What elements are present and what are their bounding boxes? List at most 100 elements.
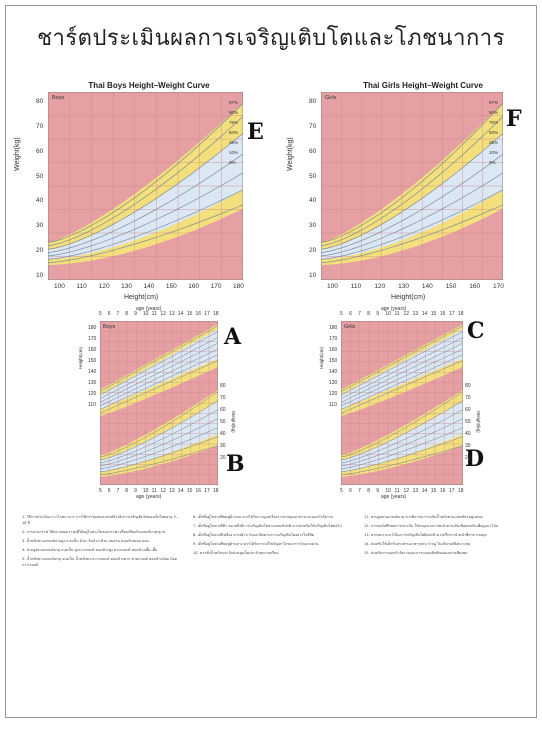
boys-age-weight-curve bbox=[100, 409, 218, 464]
boys-age-top-age-tick: 10 bbox=[142, 311, 149, 317]
boys-hw-tag: Boys bbox=[52, 95, 65, 101]
girls-age-left-tick: 180 bbox=[329, 325, 338, 331]
girls-age-weight-curve bbox=[341, 409, 463, 464]
girls-age-bottom-age-tick: 11 bbox=[394, 488, 400, 494]
page-title: ชาร์ตประเมินผลการเจริญเติบโตและโภชนาการ bbox=[37, 26, 505, 51]
girls-age-xlabel-bottom: age (years) bbox=[381, 494, 407, 500]
instruction-paragraph: 4. ส่วนสูงตามเกณฑ์อายุ แบ่งเป็น สูงกว่าเ… bbox=[22, 548, 158, 552]
boys-age-xlabel-bottom: age (years) bbox=[136, 494, 162, 500]
boys-age-height-curve bbox=[100, 325, 218, 392]
boys-hw-percentile-curve bbox=[48, 153, 243, 253]
boys-age-weight-curve bbox=[100, 427, 218, 470]
girls-age-top-age-tick: 5 bbox=[340, 311, 343, 317]
girls-age-top-age-tick: 9 bbox=[376, 311, 380, 317]
boys-hw-percentile-curve bbox=[48, 189, 243, 260]
girls-hw-pct-label: 75% bbox=[489, 120, 499, 125]
girls-age-bottom-age-tick: 17 bbox=[448, 488, 455, 494]
girls-hw-ytick: 50 bbox=[309, 172, 317, 180]
boys-age-xlabel-top: age (years) bbox=[136, 306, 162, 312]
boys-hw-ytick: 10 bbox=[36, 272, 44, 279]
girls-age-bottom-age-tick: 16 bbox=[439, 488, 446, 494]
girls-age-right-tick: 60 bbox=[465, 407, 471, 413]
girls-age-xlabel-top: age (years) bbox=[381, 306, 407, 312]
boys-age-height-curve bbox=[100, 354, 218, 410]
instruction-paragraph: 13. หากพบว่าแนวโน้มการเจริญเติบโตผิดปกติ… bbox=[364, 533, 487, 537]
boys-hw-xtick: 130 bbox=[121, 283, 132, 290]
boys-age-left-tick: 130 bbox=[88, 380, 97, 386]
boys-hw-upper-yellow-band bbox=[48, 103, 243, 254]
girls-age-tag: Girls bbox=[344, 324, 356, 330]
boys-age-top-age-tick: 16 bbox=[195, 311, 202, 317]
instruction-paragraph: 6. เด็กที่อยู่ในช่วงสีชมพูด้านบน ควรได้ร… bbox=[193, 515, 333, 519]
girls-hw-percentile-curve bbox=[321, 103, 503, 243]
boys-hw-xtick: 110 bbox=[76, 283, 87, 290]
girls-age-height-curve bbox=[341, 331, 463, 396]
boys-hw-xtick: 180 bbox=[233, 283, 244, 290]
instruction-paragraph: 7. เด็กที่อยู่ในช่วงสีฟ้า หมายถึงมีการเจ… bbox=[193, 524, 342, 528]
boys-age-right-tick: 60 bbox=[220, 407, 226, 413]
boys-age-bottom-age-tick: 11 bbox=[151, 488, 157, 494]
boys-age-left-tick: 170 bbox=[88, 336, 97, 342]
girls-age-top-age-tick: 12 bbox=[403, 311, 410, 317]
instruction-paragraph: 15. ส่งเสริมการออกกำลังกายและการนอนหลับพ… bbox=[364, 551, 468, 555]
girls-hw-upper-yellow-band bbox=[321, 103, 503, 254]
boys-age-weight-curve bbox=[100, 400, 218, 461]
girls-age-right-tick: 30 bbox=[465, 443, 471, 449]
girls-age-height-curve bbox=[341, 360, 463, 414]
boys-hw-pct-label: 3% bbox=[229, 160, 236, 165]
girls-hw-pct-label: 3% bbox=[489, 160, 496, 165]
girls-age-top-age-tick: 13 bbox=[412, 311, 419, 317]
girls-hw-xtick: 160 bbox=[469, 283, 481, 290]
girls-hw-percentile-curve bbox=[321, 153, 503, 253]
girls-hw-xtick: 100 bbox=[327, 283, 338, 290]
girls-hw-percentile-curve bbox=[321, 172, 503, 257]
girls-age-top-age-tick: 11 bbox=[394, 311, 400, 317]
instructions-col-3: 11. ส่วนสูงตามเกณฑ์อายุ ควรพิจารณาร่วมกั… bbox=[364, 514, 524, 714]
girls-hw-ytick: 20 bbox=[309, 247, 317, 255]
girls-age-bottom-age-tick: 10 bbox=[385, 488, 391, 494]
boys-age-height-curve bbox=[100, 348, 218, 407]
girls-hw-percentile-curve bbox=[321, 133, 503, 250]
girls-age-left-tick: 160 bbox=[329, 347, 338, 353]
boys-age-top-age-tick: 6 bbox=[107, 311, 111, 317]
girls-age-left-label: Height(cm) bbox=[319, 346, 324, 369]
girls-age-bottom-age-tick: 15 bbox=[430, 488, 437, 494]
girls-age-weight-curve bbox=[341, 427, 463, 470]
boys-age-weight-normal-band bbox=[100, 401, 218, 474]
girls-height-weight-chart bbox=[321, 92, 503, 280]
boys-hw-ytick: 50 bbox=[36, 172, 44, 180]
boys-hw-xtick: 120 bbox=[98, 283, 110, 290]
boys-age-left-tick: 110 bbox=[88, 402, 96, 408]
boys-hw-ytick: 20 bbox=[36, 247, 44, 255]
boys-age-tag: Boys bbox=[103, 324, 116, 330]
instruction-paragraph: 10. ควรชั่งน้ำหนักและวัดส่วนสูงเป็นประจำ… bbox=[193, 551, 279, 555]
girls-age-weight-curve bbox=[341, 400, 463, 461]
boys-age-weight-curve bbox=[100, 436, 218, 473]
girls-age-left-tick: 170 bbox=[329, 336, 338, 342]
boys-age-right-tick: 50 bbox=[220, 419, 226, 425]
boys-age-top-age-tick: 17 bbox=[204, 311, 210, 317]
boys-age-weight-lower-yellow bbox=[100, 434, 218, 477]
girls-hw-percentile-curve bbox=[321, 204, 503, 263]
boys-age-top-age-tick: 15 bbox=[186, 311, 193, 317]
girls-age-top-age-tick: 10 bbox=[385, 311, 391, 317]
boys-age-left-tick: 160 bbox=[88, 347, 97, 353]
boys-hw-pct-label: 25% bbox=[229, 140, 239, 145]
girls-age-left-tick: 150 bbox=[329, 358, 338, 364]
boys-age-top-age-tick: 11 bbox=[151, 311, 157, 317]
girls-age-top-age-tick: 6 bbox=[349, 311, 352, 317]
girls-age-bottom-age-tick: 9 bbox=[376, 488, 380, 494]
boys-hw-percentile-curve bbox=[48, 103, 243, 243]
girls-age-right-tick: 40 bbox=[465, 431, 471, 437]
instruction-paragraph: 2. การอ่านกราฟ ให้ตรวจสอบว่าจุดที่ได้อยู… bbox=[22, 530, 166, 534]
girls-hw-percentile-curve bbox=[321, 189, 503, 260]
girls-age-height-curve bbox=[341, 342, 463, 403]
girls-hw-xlabel: Height(cm) bbox=[391, 294, 426, 301]
girls-age-left-tick: 140 bbox=[329, 369, 338, 375]
boys-age-left-tick: 180 bbox=[88, 325, 97, 331]
boys-age-bottom-age-tick: 6 bbox=[107, 488, 111, 494]
boys-age-left-label: Height(cm) bbox=[78, 346, 83, 369]
girls-age-top-age-tick: 15 bbox=[430, 311, 437, 317]
girls-hw-xtick: 150 bbox=[445, 283, 457, 290]
boys-age-top-age-tick: 13 bbox=[169, 311, 175, 317]
